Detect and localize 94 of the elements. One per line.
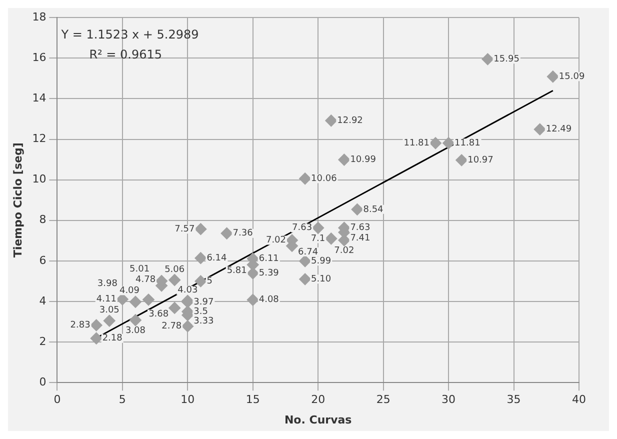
data-label: 5.10: [311, 274, 332, 285]
point: [299, 255, 312, 268]
point: [90, 332, 102, 344]
data-label: 6.11: [258, 254, 279, 264]
point: [246, 294, 259, 306]
point: [325, 114, 338, 127]
data-label: 5: [206, 276, 212, 287]
point: [338, 154, 350, 166]
data-label: 2.18: [102, 334, 123, 344]
data-label: 4.03: [178, 286, 198, 296]
point: [325, 232, 338, 245]
data-label: 4.09: [119, 286, 140, 296]
x-axis-title: No. Curvas: [284, 413, 352, 426]
data-label: 5.99: [311, 256, 332, 266]
data-label: 12.49: [546, 124, 572, 135]
data-label: 2.83: [70, 320, 90, 331]
data-label: 15.09: [558, 72, 585, 82]
x-tick-label: 25: [376, 393, 390, 406]
data-label: 5.06: [164, 264, 185, 275]
point: [430, 137, 442, 150]
y-tick-label: 10: [32, 172, 46, 186]
data-label: 3.05: [99, 306, 120, 316]
point: [482, 53, 494, 66]
data-label: 10.99: [350, 155, 376, 166]
y-tick-label: 14: [32, 92, 46, 105]
data-label: 6.14: [206, 253, 228, 264]
x-tick-label: 0: [54, 393, 61, 406]
data-label: 11.81: [404, 138, 430, 148]
data-label: 6.74: [298, 247, 318, 258]
x-tick-label: 35: [506, 393, 521, 406]
data-label: 5.39: [258, 268, 280, 279]
point: [142, 294, 155, 306]
point: [103, 314, 116, 327]
point: [182, 320, 194, 332]
point: [299, 172, 312, 185]
point: [456, 154, 468, 166]
data-label: 3.33: [194, 316, 214, 326]
point: [299, 273, 312, 286]
point: [442, 137, 455, 150]
data-label: 2.78: [162, 322, 182, 332]
point: [220, 227, 233, 240]
x-tick-label: 30: [442, 393, 456, 406]
x-tick-label: 15: [246, 393, 260, 406]
data-label: 7.1: [310, 234, 326, 244]
data-label: 3.5: [194, 306, 208, 317]
point: [194, 252, 207, 264]
point: [546, 70, 559, 83]
x-tick-label: 20: [311, 393, 326, 406]
y-axis-title: Tiempo Ciclo [seg]: [11, 142, 24, 258]
data-label: 12.92: [337, 116, 363, 126]
y-tick-label: 16: [32, 51, 46, 64]
data-label: 10.06: [311, 174, 338, 184]
point: [534, 123, 546, 136]
data-label: 7.63: [292, 223, 312, 234]
data-label: 7.63: [350, 223, 370, 234]
data-label: 3.97: [194, 297, 214, 308]
point: [194, 223, 207, 236]
data-label: 8.54: [363, 204, 384, 215]
y-tick-label: 6: [39, 254, 46, 267]
data-label: 11.81: [454, 138, 480, 148]
data-label: 5.01: [130, 264, 150, 274]
y-tick-label: 12: [32, 132, 46, 146]
data-label: 4.08: [258, 295, 280, 306]
point: [312, 222, 324, 234]
data-label: 15.95: [494, 54, 520, 65]
point: [129, 296, 142, 308]
y-tick-label: 18: [32, 10, 46, 24]
data-label: 7.02: [334, 246, 354, 256]
point: [194, 275, 207, 288]
data-label: 3.08: [125, 326, 146, 336]
annotation: R² = 0.9615: [89, 48, 162, 62]
data-label: 7.41: [350, 234, 370, 244]
data-label: 4.11: [96, 294, 116, 305]
annotation: Y = 1.1523 x + 5.2989: [60, 28, 199, 42]
point: [351, 203, 364, 216]
data-label: 3.98: [97, 279, 118, 290]
data-label: 3.68: [148, 309, 169, 320]
point: [129, 314, 142, 326]
y-tick-label: 8: [39, 213, 46, 226]
x-tick-label: 10: [180, 393, 195, 406]
data-label: 7.02: [266, 236, 286, 246]
y-tick-label: 0: [39, 375, 46, 388]
data-label: 4.78: [136, 275, 156, 286]
data-label: 10.97: [468, 155, 494, 166]
point: [168, 302, 181, 314]
data-label: 5.81: [226, 266, 247, 276]
y-tick-label: 2: [39, 334, 46, 348]
data-label: 7.36: [232, 228, 254, 239]
x-tick-label: 5: [118, 393, 126, 406]
point: [90, 319, 102, 332]
point: [168, 274, 181, 286]
data-label: 7.57: [174, 224, 195, 234]
x-tick-label: 40: [572, 393, 586, 406]
y-tick-label: 4: [39, 294, 46, 308]
